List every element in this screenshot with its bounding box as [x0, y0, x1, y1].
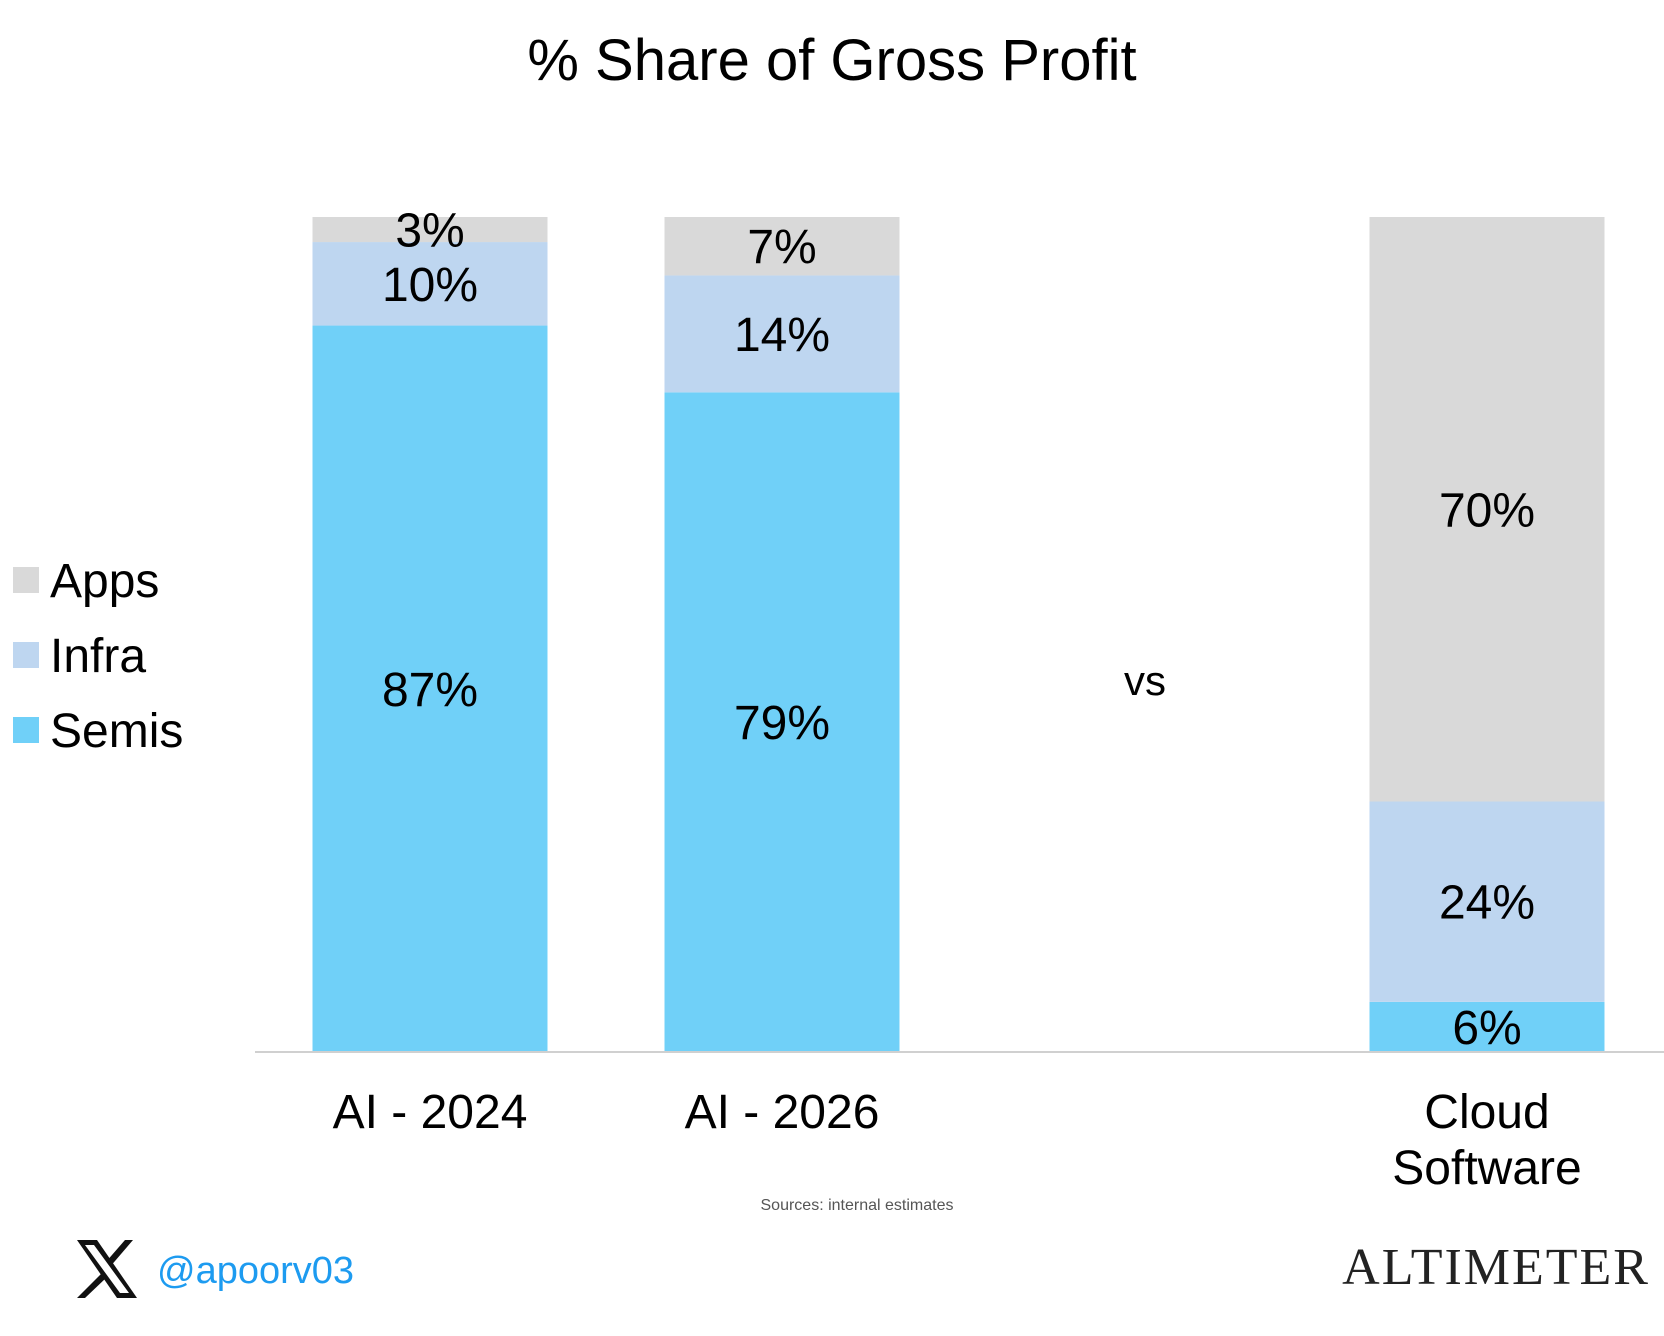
- category-label-3-line-2: Software: [1392, 1142, 1581, 1195]
- data-label-infra-3: 24%: [1439, 877, 1535, 930]
- data-label-apps-2: 7%: [747, 221, 816, 274]
- data-label-apps-1: 3%: [395, 205, 464, 258]
- bar-apps-2: [664, 217, 900, 276]
- category-label-3-line-1: Cloud: [1424, 1086, 1549, 1139]
- legend-label-apps: Apps: [50, 555, 159, 608]
- brand-logo: ALTIMETER: [1342, 1239, 1650, 1296]
- bar-infra-2: [664, 275, 900, 393]
- data-label-semis-2: 79%: [734, 697, 830, 750]
- bar-apps-3: [1369, 217, 1605, 802]
- legend-swatch-apps: [13, 567, 39, 593]
- vs-label: vs: [1124, 657, 1166, 704]
- bar-apps-1: [312, 217, 548, 243]
- legend-swatch-semis: [13, 717, 39, 743]
- data-label-semis-1: 87%: [382, 664, 478, 717]
- source-note: Sources: internal estimates: [761, 1197, 954, 1214]
- bar-semis-1: [312, 325, 548, 1052]
- x-logo-icon: [77, 1240, 137, 1298]
- legend-label-semis: Semis: [50, 705, 183, 758]
- data-label-infra-1: 10%: [382, 259, 478, 312]
- legend-swatch-infra: [13, 642, 39, 668]
- bar-infra-1: [312, 242, 548, 326]
- data-label-apps-3: 70%: [1439, 484, 1535, 537]
- social-handle: @apoorv03: [157, 1250, 354, 1292]
- legend: Apps Infra Semis: [13, 555, 183, 758]
- legend-label-infra: Infra: [50, 630, 146, 683]
- category-label-2: AI - 2026: [685, 1086, 880, 1139]
- bars-layer: [312, 217, 1605, 1053]
- bar-infra-3: [1369, 801, 1605, 1002]
- data-label-infra-2: 14%: [734, 309, 830, 362]
- bar-semis-2: [664, 392, 900, 1053]
- chart-title: % Share of Gross Profit: [527, 28, 1136, 93]
- category-label-1: AI - 2024: [333, 1086, 528, 1139]
- segment-labels-layer: 87% 10%3% 79% 14% 7% 6% 24% 70%: [382, 205, 1535, 1055]
- bar-semis-3: [1369, 1001, 1605, 1052]
- data-label-semis-3: 6%: [1452, 1002, 1521, 1055]
